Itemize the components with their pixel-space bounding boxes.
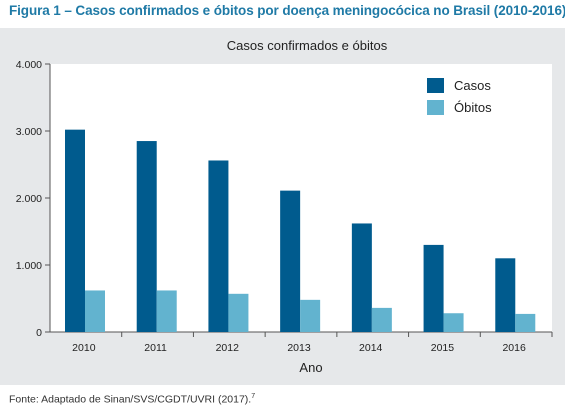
bar-casos-2016 <box>495 258 516 332</box>
legend-label: Casos <box>454 78 491 93</box>
bar-casos-2013 <box>280 190 301 332</box>
y-tick-label: 0 <box>36 327 42 339</box>
bar-chart: Casos confirmados e óbitos 0 1.000 2.000 3.0… <box>16 38 553 375</box>
bar--bitos-2016 <box>515 313 536 332</box>
figure-source: Fonte: Adaptado de Sinan/SVS/CGDT/UVRI (… <box>9 393 255 406</box>
source-ref: 7 <box>251 393 256 400</box>
x-tick-label: 2013 <box>287 342 311 354</box>
x-tick-label: 2016 <box>502 342 526 354</box>
y-tick-label: 3.000 <box>16 126 42 138</box>
bar-casos-2010 <box>65 129 85 332</box>
x-tick-label: 2015 <box>431 342 455 354</box>
chart-title: Casos confirmados e óbitos <box>227 38 388 53</box>
bar--bitos-2015 <box>443 313 464 332</box>
bar--bitos-2010 <box>85 290 105 332</box>
bar--bitos-2014 <box>371 307 392 332</box>
bar-casos-2014 <box>351 223 372 332</box>
bar--bitos-2013 <box>300 299 321 332</box>
legend-label: Óbitos <box>454 100 492 115</box>
bar--bitos-2012 <box>228 293 249 332</box>
source-text: Fonte: Adaptado de Sinan/SVS/CGDT/UVRI (… <box>9 393 252 406</box>
legend-swatch <box>427 100 444 115</box>
x-axis-label: Ano <box>299 360 322 375</box>
bar--bitos-2011 <box>156 290 177 332</box>
y-tick-label: 1.000 <box>16 260 42 272</box>
figure-title: Figura 1 – Casos confirmados e óbitos po… <box>9 3 565 18</box>
bar-casos-2011 <box>136 141 157 332</box>
y-tick-label: 4.000 <box>16 59 42 71</box>
x-tick-label: 2011 <box>144 342 167 354</box>
plot-area <box>50 64 552 332</box>
bar-casos-2015 <box>423 244 444 332</box>
chart-area: Casos confirmados e óbitos 0 1.000 2.000 3.0… <box>0 28 565 385</box>
x-tick-label: 2012 <box>216 342 240 354</box>
x-tick-label: 2014 <box>359 342 383 354</box>
legend-swatch <box>427 78 444 93</box>
y-tick-label: 2.000 <box>16 193 42 205</box>
bar-casos-2012 <box>208 160 229 332</box>
x-tick-label: 2010 <box>72 342 96 354</box>
